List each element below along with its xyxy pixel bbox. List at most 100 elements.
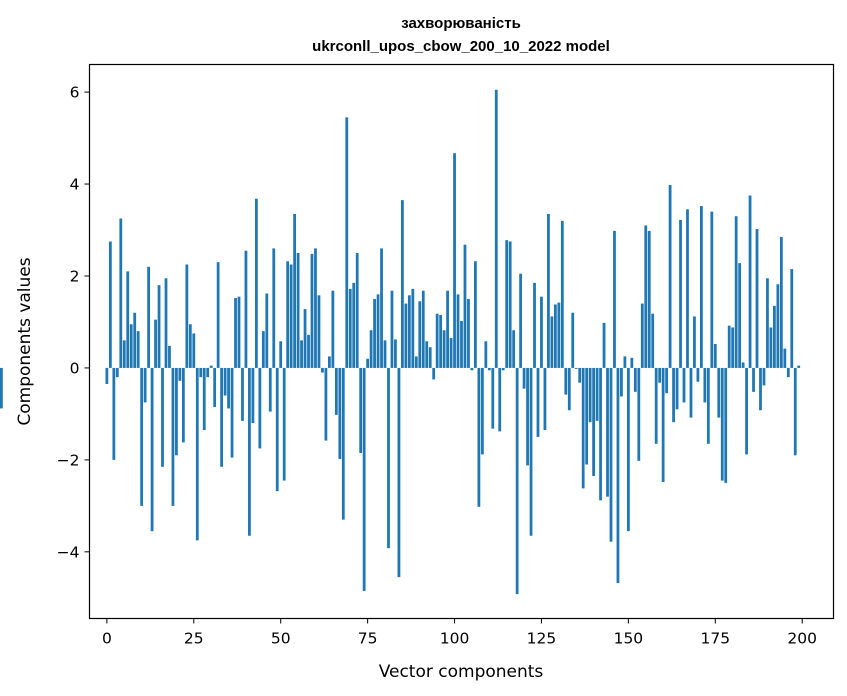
bar: [713, 344, 717, 368]
x-axis-ticks: 0 25 50 75 100 125 150 175 200: [102, 618, 817, 648]
bar: [147, 266, 150, 368]
bar: [508, 241, 512, 368]
bar: [773, 305, 776, 368]
bar: [258, 367, 262, 449]
bar: [658, 367, 662, 383]
bar: [456, 294, 460, 368]
bar: [470, 367, 474, 371]
bar: [693, 316, 696, 368]
bar: [665, 367, 669, 394]
bar: [738, 263, 742, 368]
bar: [387, 367, 390, 549]
bar: [606, 367, 609, 497]
bar: [369, 330, 373, 368]
bar: [599, 367, 602, 501]
bar: [220, 367, 223, 467]
bar: [557, 302, 561, 368]
bar: [574, 367, 578, 369]
bar: [727, 325, 731, 368]
bar: [442, 330, 446, 368]
bar: [435, 313, 439, 368]
bar: [150, 367, 154, 532]
bar: [745, 367, 748, 455]
bar: [133, 312, 137, 368]
bar: [553, 304, 557, 368]
bar: [136, 331, 140, 368]
bar: [644, 225, 648, 368]
x-tick-label: 125: [527, 630, 557, 648]
bar: [501, 367, 505, 371]
bar: [602, 322, 606, 368]
y-axis-label: Components values: [15, 257, 35, 425]
bar: [261, 331, 265, 368]
bar: [234, 298, 237, 368]
bar: [474, 261, 477, 368]
bar: [119, 218, 123, 368]
bar: [633, 367, 637, 392]
bar: [268, 367, 272, 412]
bar: [717, 367, 721, 418]
bar: [199, 367, 203, 378]
bar: [383, 340, 387, 368]
bar: [175, 367, 178, 456]
bar: [286, 261, 290, 368]
bar: [230, 367, 234, 458]
bar: [793, 367, 797, 456]
bar: [637, 367, 641, 461]
bar: [620, 367, 623, 397]
bar: [331, 290, 335, 368]
bar: [567, 367, 571, 411]
x-axis-label: Vector components: [379, 662, 544, 682]
bar: [543, 367, 547, 431]
bar: [181, 367, 185, 443]
bar: [296, 253, 300, 368]
plot-frame: [88, 63, 835, 620]
bar: [626, 367, 630, 532]
bar: [686, 209, 689, 368]
y-tick-label: 6: [70, 84, 80, 102]
bar: [421, 290, 425, 368]
bar: [640, 303, 644, 368]
bar: [797, 365, 801, 368]
bar: [143, 367, 147, 403]
bar: [352, 282, 356, 368]
bar: [282, 367, 286, 481]
bar: [244, 250, 248, 368]
bar: [188, 324, 192, 368]
bar: [275, 367, 279, 492]
bar: [484, 341, 488, 368]
bar: [227, 367, 230, 409]
bar: [307, 334, 310, 368]
y-tick-label: −4: [57, 543, 80, 561]
bar: [428, 347, 432, 368]
bar: [759, 367, 762, 411]
bar: [0, 367, 3, 409]
x-tick-label: 200: [787, 630, 817, 648]
bar: [609, 367, 613, 542]
bar: [540, 296, 543, 368]
bar: [209, 365, 213, 368]
bar: [696, 367, 700, 382]
x-tick-label: 100: [440, 630, 470, 648]
bar: [480, 367, 484, 455]
bar: [425, 341, 429, 368]
bar: [654, 367, 658, 444]
x-tick-label: 150: [614, 630, 644, 648]
bar: [394, 339, 397, 368]
bar: [195, 367, 199, 541]
bar: [578, 367, 582, 383]
bar: [401, 200, 404, 368]
bar: [703, 367, 707, 403]
bar: [248, 367, 251, 536]
bar: [529, 367, 533, 536]
bar: [115, 367, 119, 378]
bar: [487, 367, 491, 371]
bar: [533, 282, 536, 368]
bar: [192, 333, 196, 368]
bar: [171, 367, 175, 506]
bar: [223, 367, 227, 396]
bar: [588, 367, 592, 423]
bar: [407, 295, 411, 368]
bar: [272, 248, 276, 368]
